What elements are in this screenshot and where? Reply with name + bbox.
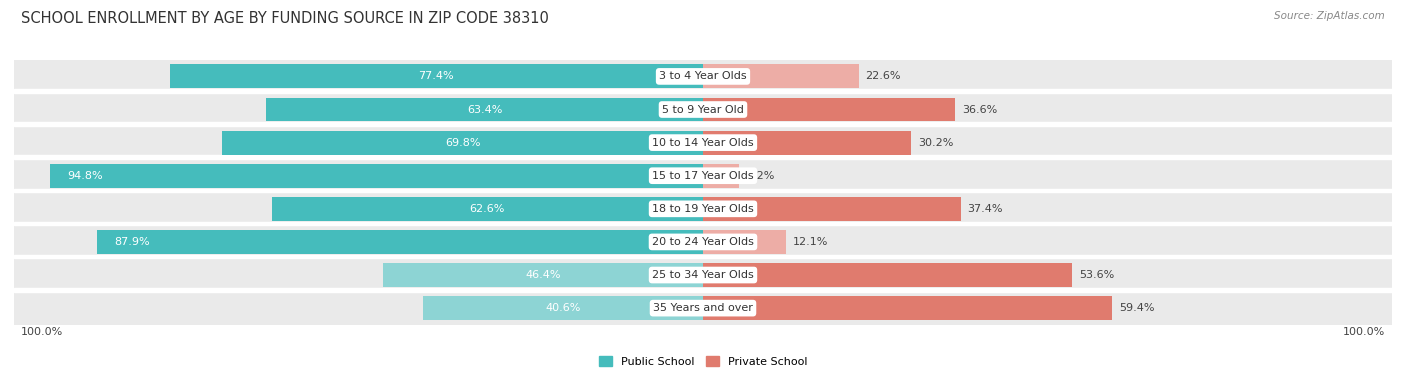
Bar: [423, 296, 703, 320]
Bar: [14, 288, 1392, 291]
Text: 3 to 4 Year Olds: 3 to 4 Year Olds: [659, 71, 747, 81]
Bar: [703, 64, 859, 88]
Bar: [703, 98, 955, 121]
Bar: [14, 155, 1392, 159]
Text: 25 to 34 Year Olds: 25 to 34 Year Olds: [652, 270, 754, 280]
Text: Source: ZipAtlas.com: Source: ZipAtlas.com: [1274, 11, 1385, 21]
Text: 46.4%: 46.4%: [526, 270, 561, 280]
Text: 36.6%: 36.6%: [962, 104, 997, 115]
Text: 40.6%: 40.6%: [546, 303, 581, 313]
Text: 5 to 9 Year Old: 5 to 9 Year Old: [662, 104, 744, 115]
Bar: [703, 263, 1073, 287]
Bar: [703, 230, 786, 254]
Bar: [14, 159, 1392, 192]
Bar: [97, 230, 703, 254]
Bar: [14, 89, 1392, 93]
Bar: [222, 131, 703, 155]
Bar: [271, 197, 703, 221]
Bar: [49, 164, 703, 188]
Bar: [384, 263, 703, 287]
Bar: [14, 255, 1392, 259]
Bar: [703, 296, 1112, 320]
Legend: Public School, Private School: Public School, Private School: [595, 352, 811, 371]
Text: 20 to 24 Year Olds: 20 to 24 Year Olds: [652, 237, 754, 247]
Text: 100.0%: 100.0%: [1343, 327, 1385, 337]
Bar: [170, 64, 703, 88]
Text: 30.2%: 30.2%: [918, 138, 953, 148]
Bar: [14, 192, 1392, 225]
Text: 87.9%: 87.9%: [115, 237, 150, 247]
Bar: [266, 98, 703, 121]
Text: 59.4%: 59.4%: [1119, 303, 1154, 313]
Text: 100.0%: 100.0%: [21, 327, 63, 337]
Text: 18 to 19 Year Olds: 18 to 19 Year Olds: [652, 204, 754, 214]
Bar: [14, 225, 1392, 259]
Text: 15 to 17 Year Olds: 15 to 17 Year Olds: [652, 171, 754, 181]
Text: 53.6%: 53.6%: [1080, 270, 1115, 280]
Text: 62.6%: 62.6%: [470, 204, 505, 214]
Bar: [703, 197, 960, 221]
Text: 63.4%: 63.4%: [467, 104, 502, 115]
Text: 22.6%: 22.6%: [866, 71, 901, 81]
Bar: [14, 126, 1392, 159]
Bar: [14, 93, 1392, 126]
Text: 35 Years and over: 35 Years and over: [652, 303, 754, 313]
Text: 77.4%: 77.4%: [419, 71, 454, 81]
Text: 94.8%: 94.8%: [67, 171, 103, 181]
Bar: [14, 259, 1392, 291]
Bar: [703, 131, 911, 155]
Text: 10 to 14 Year Olds: 10 to 14 Year Olds: [652, 138, 754, 148]
Text: 12.1%: 12.1%: [793, 237, 828, 247]
Bar: [14, 123, 1392, 126]
Bar: [703, 164, 738, 188]
Text: 5.2%: 5.2%: [745, 171, 775, 181]
Bar: [14, 188, 1392, 192]
Text: 69.8%: 69.8%: [444, 138, 481, 148]
Bar: [14, 60, 1392, 93]
Text: SCHOOL ENROLLMENT BY AGE BY FUNDING SOURCE IN ZIP CODE 38310: SCHOOL ENROLLMENT BY AGE BY FUNDING SOUR…: [21, 11, 548, 26]
Text: 37.4%: 37.4%: [967, 204, 1002, 214]
Bar: [14, 291, 1392, 325]
Bar: [14, 222, 1392, 225]
